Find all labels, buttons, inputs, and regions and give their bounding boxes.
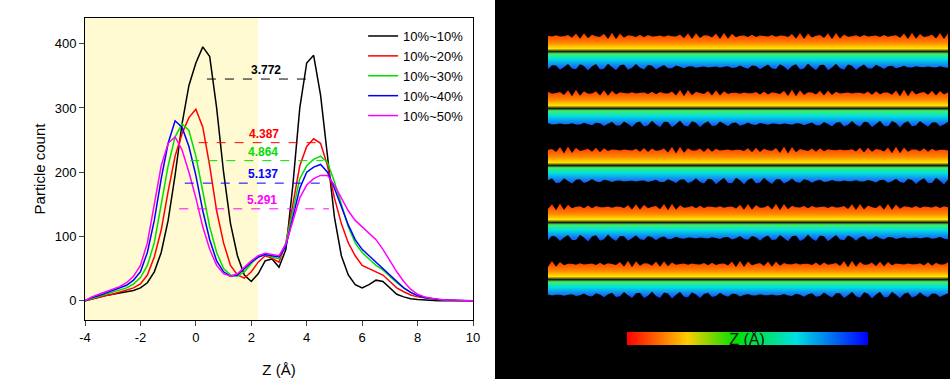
svg-text:200: 200 bbox=[55, 165, 77, 180]
svg-text:300: 300 bbox=[55, 101, 77, 116]
svg-text:10%~10%: 10%~10% bbox=[403, 29, 463, 44]
svg-text:8: 8 bbox=[414, 330, 421, 345]
svg-text:Z (Å): Z (Å) bbox=[729, 330, 765, 348]
svg-text:10%~40%: 10%~40% bbox=[403, 89, 463, 104]
svg-text:10%~50%: 10%~50% bbox=[403, 109, 463, 124]
svg-text:4: 4 bbox=[303, 330, 310, 345]
svg-text:4.387: 4.387 bbox=[249, 127, 279, 141]
svg-text:-4: -4 bbox=[79, 330, 91, 345]
svg-text:10%~30%: 10%~30% bbox=[403, 69, 463, 84]
svg-text:4.864: 4.864 bbox=[248, 145, 278, 159]
svg-text:100: 100 bbox=[55, 229, 77, 244]
svg-text:10: 10 bbox=[466, 330, 480, 345]
svg-text:5.291: 5.291 bbox=[247, 193, 277, 207]
svg-text:10%~20%: 10%~20% bbox=[403, 49, 463, 64]
svg-text:400: 400 bbox=[55, 36, 77, 51]
svg-text:Z (Å): Z (Å) bbox=[262, 361, 295, 378]
svg-text:0: 0 bbox=[192, 330, 199, 345]
svg-text:Particle count: Particle count bbox=[31, 123, 48, 215]
svg-text:5.137: 5.137 bbox=[248, 167, 278, 181]
svg-text:2: 2 bbox=[248, 330, 255, 345]
svg-text:3.772: 3.772 bbox=[251, 63, 281, 77]
svg-text:-2: -2 bbox=[135, 330, 147, 345]
svg-text:0: 0 bbox=[69, 293, 76, 308]
svg-text:6: 6 bbox=[359, 330, 366, 345]
